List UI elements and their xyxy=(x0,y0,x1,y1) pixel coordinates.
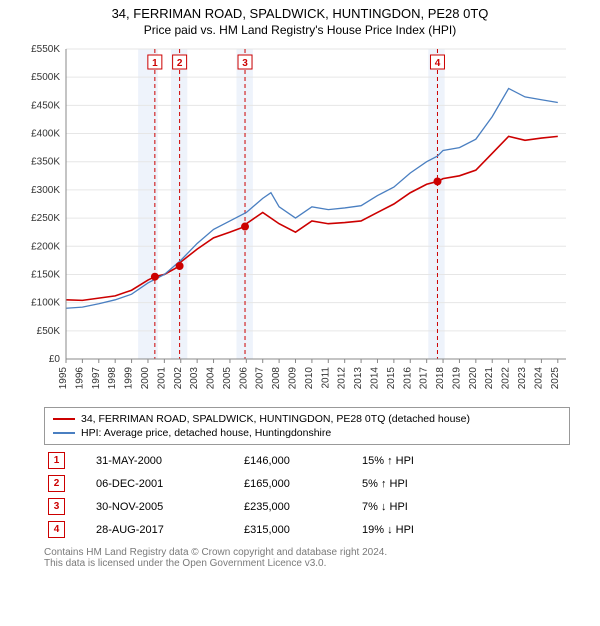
sale-marker xyxy=(433,177,441,185)
sale-marker xyxy=(241,223,249,231)
x-tick-label: 2002 xyxy=(173,367,184,390)
sale-date: 06-DEC-2001 xyxy=(92,472,240,495)
legend-swatch xyxy=(53,418,75,420)
x-tick-label: 2018 xyxy=(435,367,446,390)
sales-table: 1 31-MAY-2000£146,00015% ↑ HPI 2 06-DEC-200… xyxy=(44,449,570,541)
sale-price: £235,000 xyxy=(240,495,358,518)
sale-marker xyxy=(151,273,159,281)
x-tick-label: 2015 xyxy=(386,367,397,390)
sale-delta: 7% ↓ HPI xyxy=(358,495,570,518)
x-tick-label: 2004 xyxy=(206,367,217,390)
sale-price: £315,000 xyxy=(240,518,358,541)
x-tick-label: 2016 xyxy=(402,367,413,390)
y-tick-label: £150K xyxy=(31,269,60,280)
x-tick-label: 2019 xyxy=(451,367,462,390)
y-tick-label: £0 xyxy=(49,354,61,365)
footnote-line2: This data is licensed under the Open Gov… xyxy=(44,558,570,569)
sales-row: 1 31-MAY-2000£146,00015% ↑ HPI xyxy=(44,449,570,472)
sale-delta: 5% ↑ HPI xyxy=(358,472,570,495)
sale-delta: 19% ↓ HPI xyxy=(358,518,570,541)
y-tick-label: £350K xyxy=(31,157,60,168)
footnote: Contains HM Land Registry data © Crown c… xyxy=(44,547,570,569)
x-tick-label: 2001 xyxy=(156,367,167,390)
sale-price: £165,000 xyxy=(240,472,358,495)
x-tick-label: 1999 xyxy=(124,367,135,390)
sale-annot-label: 4 xyxy=(435,58,441,69)
x-tick-label: 2009 xyxy=(288,367,299,390)
x-tick-label: 2008 xyxy=(271,367,282,390)
sale-date: 31-MAY-2000 xyxy=(92,449,240,472)
sale-marker-box: 2 xyxy=(48,475,65,492)
y-tick-label: £500K xyxy=(31,72,60,83)
footnote-line1: Contains HM Land Registry data © Crown c… xyxy=(44,547,570,558)
y-tick-label: £300K xyxy=(31,185,60,196)
x-tick-label: 1996 xyxy=(74,367,85,390)
y-tick-label: £250K xyxy=(31,213,60,224)
sale-delta: 15% ↑ HPI xyxy=(358,449,570,472)
legend-label: HPI: Average price, detached house, Hunt… xyxy=(81,427,331,439)
legend-row: HPI: Average price, detached house, Hunt… xyxy=(53,426,561,440)
x-tick-label: 1995 xyxy=(58,367,69,390)
sales-row: 2 06-DEC-2001£165,0005% ↑ HPI xyxy=(44,472,570,495)
legend-swatch xyxy=(53,432,75,434)
sale-annot-label: 2 xyxy=(177,58,183,69)
sales-row: 3 30-NOV-2005£235,0007% ↓ HPI xyxy=(44,495,570,518)
sale-marker-box: 3 xyxy=(48,498,65,515)
y-tick-label: £550K xyxy=(31,44,60,55)
chart-legend: 34, FERRIMAN ROAD, SPALDWICK, HUNTINGDON… xyxy=(44,407,570,445)
y-tick-label: £400K xyxy=(31,129,60,140)
y-tick-label: £50K xyxy=(37,326,61,337)
y-tick-label: £200K xyxy=(31,241,60,252)
x-tick-label: 2011 xyxy=(320,367,331,389)
page-title: 34, FERRIMAN ROAD, SPALDWICK, HUNTINGDON… xyxy=(0,6,600,21)
legend-label: 34, FERRIMAN ROAD, SPALDWICK, HUNTINGDON… xyxy=(81,413,470,425)
sale-annot-label: 3 xyxy=(242,58,248,69)
sale-date: 28-AUG-2017 xyxy=(92,518,240,541)
x-tick-label: 2012 xyxy=(337,367,348,390)
x-tick-label: 1998 xyxy=(107,367,118,390)
x-tick-label: 1997 xyxy=(91,367,102,390)
price-chart: £0 £50K £100K £150K £200K £250K £300K £350K £400… xyxy=(0,41,600,401)
x-tick-label: 2025 xyxy=(550,367,561,390)
x-tick-label: 2020 xyxy=(468,367,479,390)
x-tick-label: 2000 xyxy=(140,367,151,390)
legend-row: 34, FERRIMAN ROAD, SPALDWICK, HUNTINGDON… xyxy=(53,412,561,426)
sale-marker-box: 4 xyxy=(48,521,65,538)
x-tick-label: 2006 xyxy=(238,367,249,390)
page-subtitle: Price paid vs. HM Land Registry's House … xyxy=(0,23,600,37)
x-tick-label: 2010 xyxy=(304,367,315,390)
x-tick-label: 2007 xyxy=(255,367,266,390)
sale-date: 30-NOV-2005 xyxy=(92,495,240,518)
sale-price: £146,000 xyxy=(240,449,358,472)
x-tick-label: 2013 xyxy=(353,367,364,390)
y-tick-label: £100K xyxy=(31,298,60,309)
sale-marker-box: 1 xyxy=(48,452,65,469)
sale-annot-label: 1 xyxy=(152,58,158,69)
sales-row: 4 28-AUG-2017£315,00019% ↓ HPI xyxy=(44,518,570,541)
x-tick-label: 2024 xyxy=(533,367,544,390)
sale-marker xyxy=(176,262,184,270)
y-tick-label: £450K xyxy=(31,100,60,111)
x-tick-label: 2003 xyxy=(189,367,200,390)
x-tick-label: 2022 xyxy=(501,367,512,390)
x-tick-label: 2005 xyxy=(222,367,233,390)
x-tick-label: 2021 xyxy=(484,367,495,390)
x-tick-label: 2023 xyxy=(517,367,528,390)
x-tick-label: 2017 xyxy=(419,367,430,390)
x-tick-label: 2014 xyxy=(369,367,380,390)
